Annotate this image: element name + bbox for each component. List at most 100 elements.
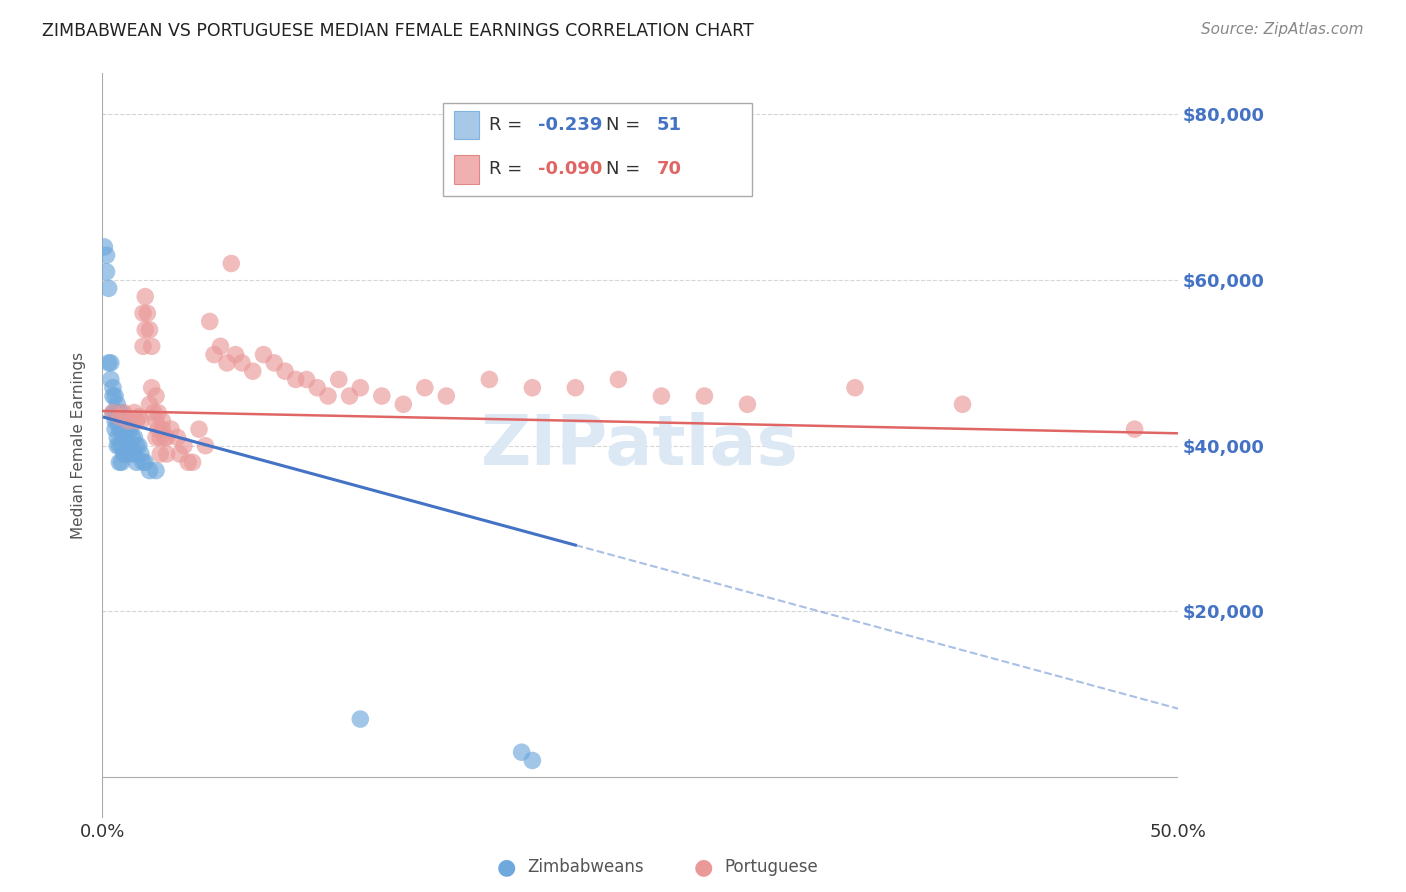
Point — [274, 364, 297, 378]
Point — [110, 422, 132, 436]
Point — [104, 414, 127, 428]
Point — [101, 406, 124, 420]
Point — [120, 422, 142, 436]
Text: 51: 51 — [657, 116, 682, 134]
Text: Zimbabweans: Zimbabweans — [527, 858, 644, 876]
Point — [434, 389, 457, 403]
Point — [149, 430, 172, 444]
Point — [120, 439, 142, 453]
Point — [129, 414, 152, 428]
Point — [349, 712, 371, 726]
Point — [194, 439, 217, 453]
Point — [134, 323, 156, 337]
Point — [145, 430, 167, 444]
Point — [124, 430, 146, 444]
Point — [209, 339, 232, 353]
Point — [128, 439, 150, 453]
Point — [101, 389, 124, 403]
Point — [104, 422, 127, 436]
Point — [128, 409, 150, 424]
Point — [160, 422, 183, 436]
Point — [1123, 422, 1146, 436]
Point — [188, 422, 211, 436]
Point — [129, 447, 152, 461]
Point — [693, 389, 716, 403]
Point — [138, 397, 160, 411]
Point — [110, 439, 132, 453]
Point — [110, 455, 132, 469]
Text: 70: 70 — [657, 161, 682, 178]
Point — [108, 409, 131, 424]
Point — [132, 455, 155, 469]
Point — [96, 248, 118, 262]
Point — [263, 356, 285, 370]
Point — [124, 447, 146, 461]
Point — [522, 754, 544, 768]
Point — [169, 447, 191, 461]
Point — [125, 439, 148, 453]
Point — [146, 422, 169, 436]
Point — [115, 447, 138, 461]
Text: ZIMBABWEAN VS PORTUGUESE MEDIAN FEMALE EARNINGS CORRELATION CHART: ZIMBABWEAN VS PORTUGUESE MEDIAN FEMALE E… — [42, 22, 754, 40]
Point — [316, 389, 339, 403]
Point — [198, 314, 221, 328]
Text: N =: N = — [606, 161, 645, 178]
Point — [252, 348, 274, 362]
Point — [132, 306, 155, 320]
Point — [115, 430, 138, 444]
Point — [392, 397, 415, 411]
Point — [166, 430, 188, 444]
Point — [105, 397, 128, 411]
Point — [844, 381, 866, 395]
Point — [97, 356, 120, 370]
Point — [349, 381, 371, 395]
Point — [225, 348, 247, 362]
Point — [510, 745, 533, 759]
Point — [142, 406, 165, 420]
Point — [138, 323, 160, 337]
Point — [328, 372, 350, 386]
Point — [952, 397, 974, 411]
Point — [153, 430, 176, 444]
Text: Source: ZipAtlas.com: Source: ZipAtlas.com — [1201, 22, 1364, 37]
Point — [295, 372, 318, 386]
Point — [108, 439, 131, 453]
Point — [242, 364, 264, 378]
Point — [124, 406, 146, 420]
Text: R =: R = — [489, 161, 529, 178]
Point — [478, 372, 501, 386]
Point — [522, 381, 544, 395]
Text: -0.090: -0.090 — [538, 161, 603, 178]
Point — [97, 281, 120, 295]
Text: Portuguese: Portuguese — [724, 858, 818, 876]
Point — [149, 447, 172, 461]
Point — [101, 406, 124, 420]
Text: ZIPatlas: ZIPatlas — [481, 412, 799, 479]
Text: N =: N = — [606, 116, 645, 134]
Point — [117, 414, 139, 428]
Text: R =: R = — [489, 116, 529, 134]
Point — [136, 306, 159, 320]
Point — [105, 430, 128, 444]
Point — [117, 439, 139, 453]
Point — [134, 290, 156, 304]
Text: -0.239: -0.239 — [538, 116, 603, 134]
Point — [156, 430, 179, 444]
Point — [125, 455, 148, 469]
Point — [737, 397, 759, 411]
Point — [112, 406, 135, 420]
Point — [100, 356, 122, 370]
Point — [100, 372, 122, 386]
Point — [108, 406, 131, 420]
Point — [307, 381, 329, 395]
Point — [219, 256, 242, 270]
Point — [413, 381, 436, 395]
Point — [650, 389, 672, 403]
Point — [339, 389, 361, 403]
Point — [215, 356, 238, 370]
Point — [110, 406, 132, 420]
Point — [101, 381, 124, 395]
Point — [607, 372, 630, 386]
Point — [371, 389, 394, 403]
Point — [104, 389, 127, 403]
